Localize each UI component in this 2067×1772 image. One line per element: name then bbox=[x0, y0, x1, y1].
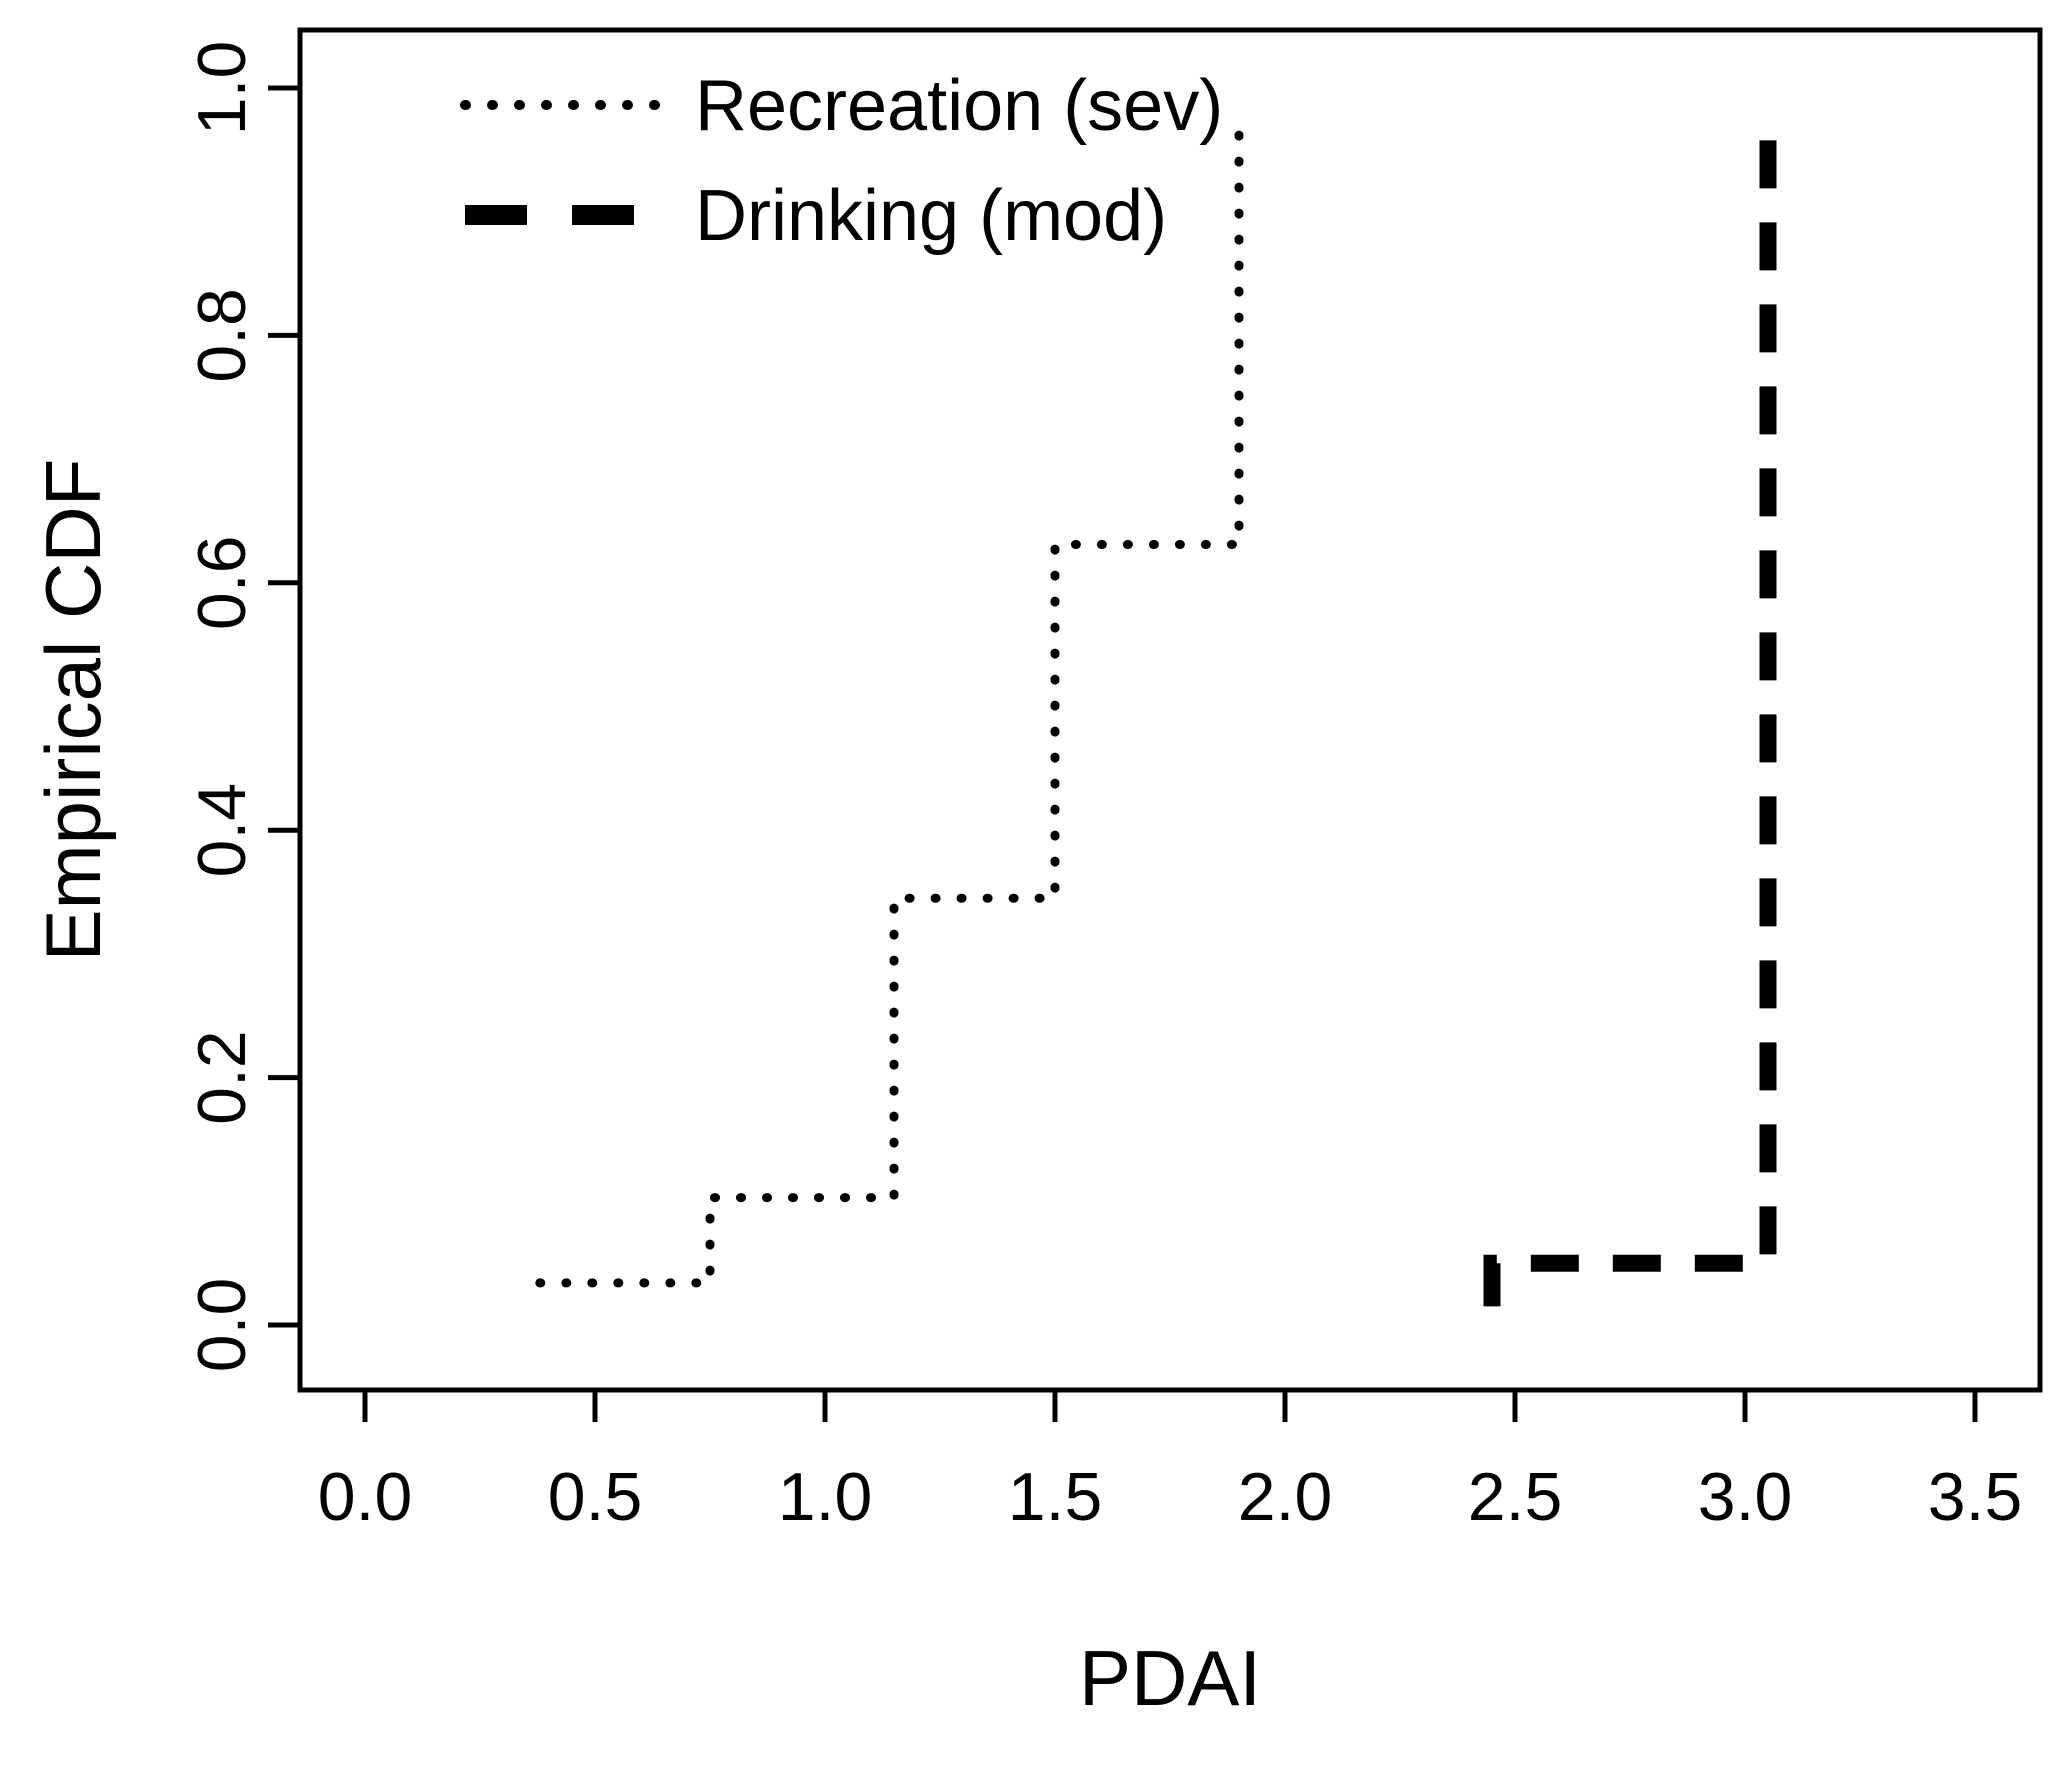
x-tick-label: 0.5 bbox=[548, 1459, 643, 1535]
series-line-recreation-sev bbox=[535, 114, 1244, 1288]
x-axis-title: PDAI bbox=[1079, 1634, 1261, 1722]
plot-border bbox=[297, 27, 2043, 1393]
y-tick-label: 0.8 bbox=[184, 288, 260, 383]
y-axis-title: Empirical CDF bbox=[29, 459, 117, 962]
x-tick-label: 2.5 bbox=[1468, 1459, 1563, 1535]
x-tick-label: 1.5 bbox=[1008, 1459, 1103, 1535]
legend-label: Recreation (sev) bbox=[695, 66, 1223, 146]
x-tick-label: 3.5 bbox=[1928, 1459, 2023, 1535]
x-tick-label: 2.0 bbox=[1238, 1459, 1333, 1535]
series-line-drinking-mod bbox=[1483, 118, 1777, 1307]
y-tick-label: 0.6 bbox=[184, 536, 260, 631]
y-tick-label: 0.0 bbox=[184, 1278, 260, 1373]
x-tick-label: 3.0 bbox=[1698, 1459, 1793, 1535]
legend-label: Drinking (mod) bbox=[695, 176, 1167, 256]
y-tick-label: 0.2 bbox=[184, 1030, 260, 1125]
x-tick-label: 0.0 bbox=[318, 1459, 413, 1535]
y-tick-label: 0.4 bbox=[184, 783, 260, 878]
x-tick-label: 1.0 bbox=[778, 1459, 873, 1535]
y-tick-label: 1.0 bbox=[184, 41, 260, 136]
